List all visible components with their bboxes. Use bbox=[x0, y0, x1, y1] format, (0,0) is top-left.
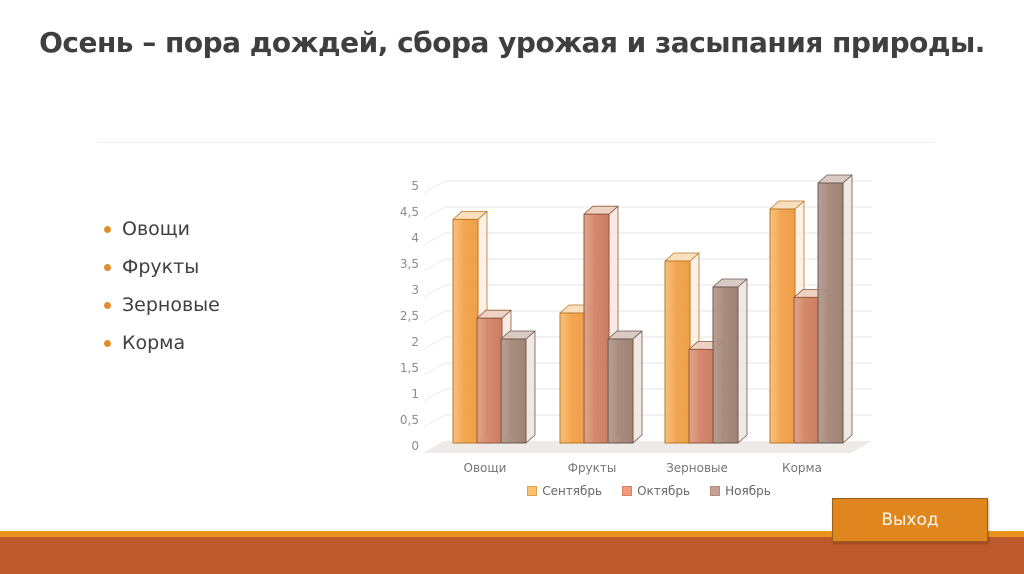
gridline-depth-tick bbox=[423, 232, 446, 246]
gridline-depth-tick bbox=[423, 414, 446, 428]
y-axis-tick-label: 2 bbox=[411, 335, 419, 349]
bar-Сентябрь-Овощи bbox=[452, 218, 479, 444]
bar-Октябрь-Овощи bbox=[476, 317, 503, 444]
legend-item: Сентябрь bbox=[527, 484, 602, 498]
legend-swatch-icon bbox=[710, 486, 721, 496]
bar-side-face bbox=[842, 174, 853, 444]
y-axis-tick-label: 2,5 bbox=[400, 309, 419, 323]
gridline-depth-tick bbox=[423, 284, 446, 298]
bullet-label: Корма bbox=[122, 332, 186, 354]
x-axis-category-label: Фрукты bbox=[568, 461, 617, 475]
bullet-item: Корма bbox=[104, 324, 220, 362]
bullet-dot-icon bbox=[104, 226, 111, 233]
bar-Сентябрь-Зерновые bbox=[664, 260, 691, 444]
bar-Ноябрь-Фрукты bbox=[607, 338, 634, 444]
y-axis-tick-label: 1,5 bbox=[400, 361, 419, 375]
y-axis-tick-label: 5 bbox=[411, 179, 419, 193]
bullet-item: Зерновые bbox=[104, 286, 220, 324]
bar-Октябрь-Зерновые bbox=[688, 348, 715, 444]
y-axis-tick-label: 0 bbox=[411, 439, 419, 453]
bar-Сентябрь-Корма bbox=[769, 208, 796, 444]
slide-title: Осень – пора дождей, сбора урожая и засы… bbox=[39, 26, 985, 59]
legend-swatch-icon bbox=[622, 486, 633, 496]
gridline-depth-tick bbox=[423, 336, 446, 350]
x-axis-category-label: Зерновые bbox=[666, 461, 728, 475]
bar-Ноябрь-Корма bbox=[817, 182, 844, 444]
bullet-dot-icon bbox=[104, 340, 111, 347]
y-axis-tick-label: 3,5 bbox=[400, 257, 419, 271]
gridline-depth-tick bbox=[423, 362, 446, 376]
bar-Ноябрь-Зерновые bbox=[712, 286, 739, 444]
y-axis-tick-label: 0,5 bbox=[400, 413, 419, 427]
harvest-bar-chart: 0 0,5 1 1,5 2 2,5 3 3,5 4 4,5 5 Овощи Фрукты Зерновые… bbox=[400, 174, 872, 475]
bullet-item: Фрукты bbox=[104, 248, 220, 286]
gridline-depth-tick bbox=[423, 440, 446, 454]
legend-label: Ноябрь bbox=[725, 484, 771, 498]
legend-label: Октябрь bbox=[637, 484, 691, 498]
bullet-dot-icon bbox=[104, 302, 111, 309]
legend-item: Ноябрь bbox=[710, 484, 771, 498]
bullet-list: Овощи Фрукты Зерновые Корма bbox=[104, 210, 220, 362]
bar-side-face bbox=[525, 330, 536, 444]
bar-Сентябрь-Фрукты bbox=[559, 312, 586, 444]
footer-band bbox=[0, 537, 1024, 574]
bar-Ноябрь-Овощи bbox=[500, 338, 527, 444]
gridline-depth-tick bbox=[423, 180, 446, 194]
gridline-depth-tick bbox=[423, 310, 446, 324]
legend-label: Сентябрь bbox=[542, 484, 603, 498]
y-axis-tick-label: 4 bbox=[411, 231, 419, 245]
bar-side-face bbox=[737, 278, 748, 444]
bullet-item: Овощи bbox=[104, 210, 220, 248]
exit-button[interactable]: Выход bbox=[832, 498, 988, 542]
x-axis-category-label: Корма bbox=[782, 461, 822, 475]
bar-Октябрь-Корма bbox=[793, 296, 820, 444]
legend-item: Октябрь bbox=[622, 484, 690, 498]
chart-legend: Сентябрь Октябрь Ноябрь bbox=[389, 483, 909, 499]
gridline-depth-tick bbox=[423, 258, 446, 272]
bullet-label: Зерновые bbox=[122, 294, 220, 316]
chart-floor bbox=[424, 441, 872, 453]
bar-side-face bbox=[632, 330, 643, 444]
bullet-label: Фрукты bbox=[122, 256, 200, 278]
gridline-depth-tick bbox=[423, 206, 446, 220]
y-axis-tick-label: 4,5 bbox=[400, 205, 419, 219]
y-axis-tick-label: 3 bbox=[411, 283, 419, 297]
bullet-dot-icon bbox=[104, 264, 111, 271]
footer-accent-stripe bbox=[0, 531, 1024, 537]
y-axis-tick-label: 1 bbox=[411, 387, 419, 401]
bar-Октябрь-Фрукты bbox=[583, 213, 610, 444]
legend-swatch-icon bbox=[527, 486, 538, 496]
bullet-label: Овощи bbox=[122, 218, 191, 240]
x-axis-category-label: Овощи bbox=[464, 461, 507, 475]
gridline-depth-tick bbox=[423, 388, 446, 402]
title-divider bbox=[98, 142, 934, 143]
